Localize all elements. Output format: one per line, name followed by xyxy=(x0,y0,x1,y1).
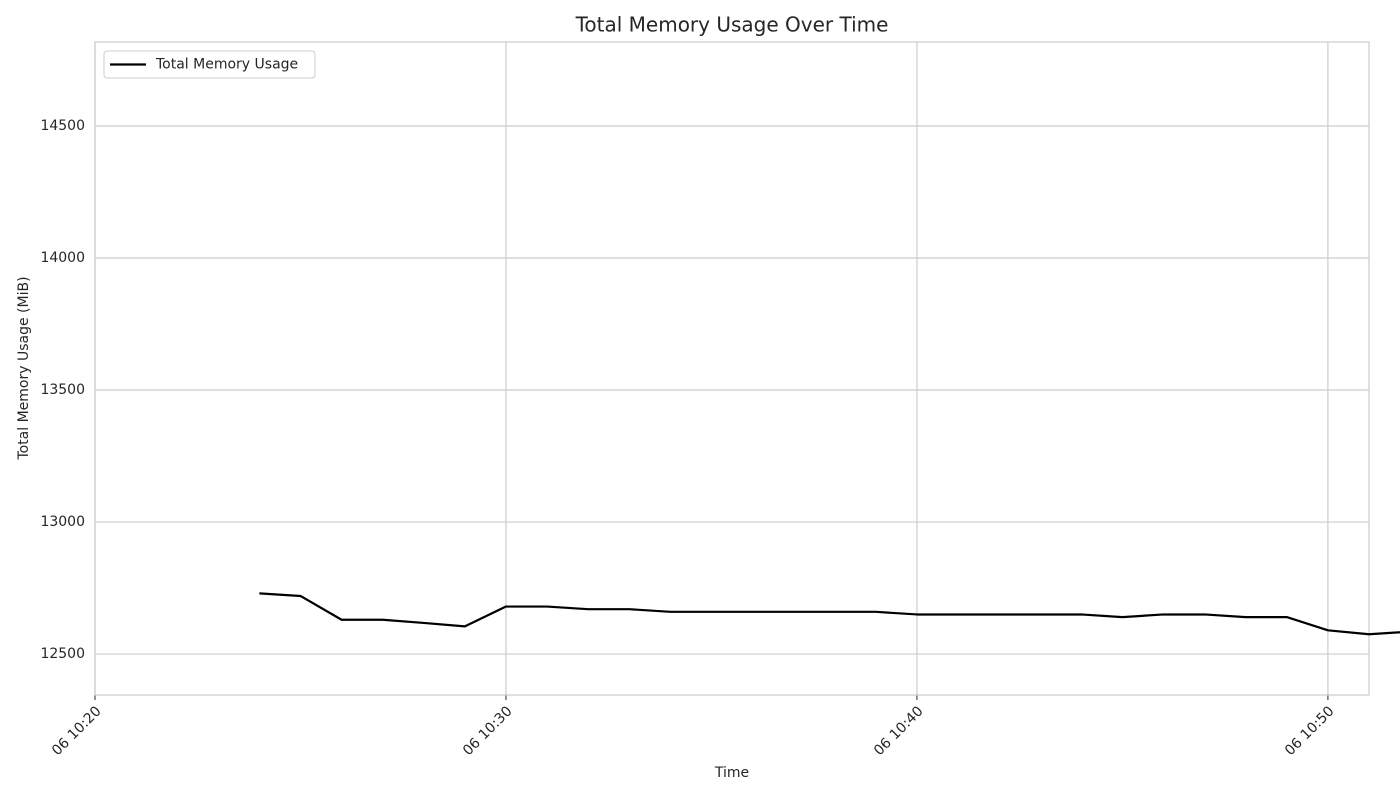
chart-title: Total Memory Usage Over Time xyxy=(575,13,889,37)
x-axis-label: Time xyxy=(714,765,749,781)
x-tick-label: 06 10:20 xyxy=(49,703,105,759)
y-tick-label: 12500 xyxy=(40,646,85,662)
legend-box xyxy=(103,50,316,79)
y-tick-label: 14000 xyxy=(40,250,85,266)
y-tick-label: 13500 xyxy=(40,382,85,398)
y-tick-label: 13000 xyxy=(40,514,85,530)
y-axis-label: Total Memory Usage (MiB) xyxy=(16,276,32,460)
y-tick-label: 14500 xyxy=(40,118,85,134)
plot-frame xyxy=(94,41,1370,696)
x-tick-label: 06 10:30 xyxy=(460,703,516,759)
x-tick-label: 06 10:40 xyxy=(871,703,927,759)
data-line xyxy=(259,592,1400,636)
legend-label: Total Memory Usage xyxy=(155,57,298,73)
x-tick-label: 06 10:50 xyxy=(1282,703,1338,759)
